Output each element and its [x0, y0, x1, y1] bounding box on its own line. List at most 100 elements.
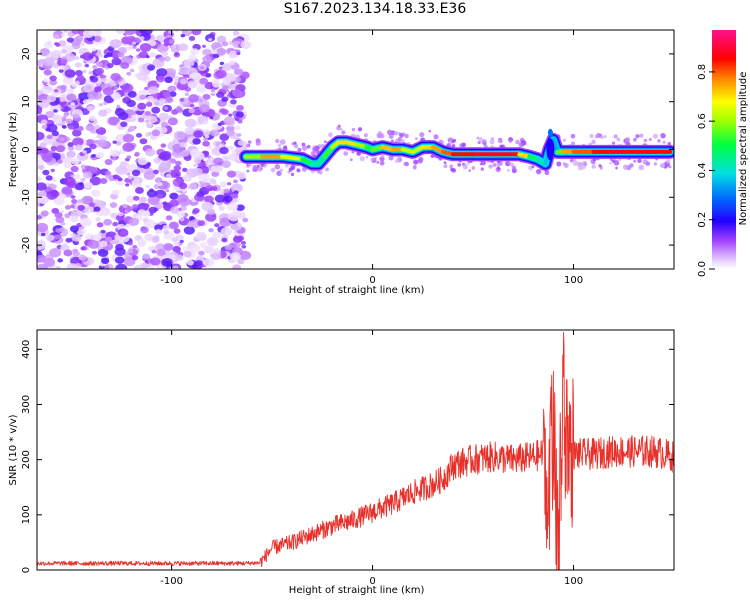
halo-dot: [562, 138, 566, 142]
noise-blob: [75, 69, 83, 76]
noise-blob: [52, 34, 60, 40]
noise-blob: [156, 248, 166, 256]
noise-blob: [64, 53, 76, 62]
noise-blob: [125, 205, 133, 212]
noise-blob: [134, 73, 141, 78]
halo-dot: [591, 139, 596, 145]
noise-blob: [237, 119, 243, 124]
noise-blob: [83, 171, 93, 179]
noise-blob: [183, 58, 195, 67]
noise-blob: [78, 92, 90, 101]
halo-dot: [637, 158, 642, 164]
noise-blob: [140, 226, 149, 234]
noise-blob: [202, 178, 208, 183]
noise-blob: [162, 91, 171, 98]
noise-blob: [127, 90, 137, 98]
noise-blob: [69, 215, 79, 223]
noise-blob: [147, 86, 159, 95]
noise-blob: [39, 142, 47, 148]
noise-blob: [110, 72, 121, 81]
noise-blob: [99, 240, 108, 247]
halo-dot: [668, 165, 672, 169]
noise-blob: [87, 90, 98, 100]
noise-blob: [205, 73, 212, 78]
noise-blob: [73, 173, 81, 180]
halo-dot: [443, 161, 447, 165]
noise-blob: [224, 244, 233, 251]
noise-blob: [77, 204, 86, 211]
y-tick-label: 10: [21, 95, 32, 108]
noise-blob: [65, 237, 72, 243]
halo-dot: [390, 139, 395, 143]
noise-blob: [209, 116, 214, 120]
noise-blob: [205, 34, 216, 42]
noise-blob: [202, 120, 209, 125]
halo-dot: [451, 144, 456, 148]
noise-blob: [60, 58, 68, 65]
noise-blob: [128, 125, 136, 131]
noise-blob: [161, 257, 173, 267]
noise-blob: [232, 89, 243, 98]
halo-dot: [449, 141, 453, 145]
noise-blob: [89, 176, 102, 186]
halo-dot: [274, 164, 281, 170]
noise-blob: [127, 241, 133, 246]
halo-dot: [508, 140, 512, 144]
noise-blob: [131, 178, 141, 185]
noise-blob: [144, 148, 156, 157]
halo-dot: [399, 133, 404, 138]
halo-dot: [397, 136, 402, 142]
noise-blob: [168, 221, 179, 230]
noise-blob: [169, 199, 178, 206]
noise-blob: [50, 168, 55, 173]
noise-blob: [216, 48, 227, 56]
noise-blob: [88, 70, 94, 75]
noise-blob: [92, 65, 98, 69]
noise-blob: [72, 251, 80, 257]
noise-blob: [89, 76, 99, 83]
halo-dot: [357, 127, 363, 132]
noise-blob: [115, 30, 125, 34]
noise-blob: [40, 232, 46, 237]
x-tick-label: -100: [160, 576, 183, 587]
noise-blob: [60, 49, 68, 54]
halo-dot: [666, 159, 671, 164]
halo-dot: [428, 129, 432, 133]
noise-blob: [59, 65, 66, 70]
noise-blob: [156, 193, 164, 199]
noise-blob: [158, 151, 172, 161]
noise-blob: [60, 84, 67, 90]
noise-blob: [113, 86, 119, 90]
noise-blob: [43, 78, 49, 83]
y-tick-label: -10: [21, 189, 32, 205]
noise-blob: [184, 92, 189, 96]
noise-blob: [179, 98, 185, 102]
noise-blob: [158, 56, 166, 62]
halo-dot: [497, 164, 500, 168]
halo-dot: [589, 133, 594, 139]
noise-blob: [45, 110, 55, 119]
noise-blob: [178, 182, 188, 190]
noise-blob: [104, 158, 113, 166]
y-axis-label: SNR (10 * v/v): [8, 414, 19, 485]
halo-dot: [652, 133, 658, 139]
halo-dot: [531, 165, 535, 169]
noise-blob: [231, 192, 239, 199]
noise-blob: [126, 99, 136, 108]
halo-dot: [583, 162, 588, 167]
halo-dot: [624, 137, 631, 143]
noise-blob: [40, 210, 49, 217]
noise-blob: [131, 114, 137, 119]
noise-blob: [122, 203, 128, 208]
noise-blob: [134, 151, 140, 156]
noise-blob: [93, 124, 100, 130]
noise-blob: [221, 237, 228, 243]
noise-blob: [179, 217, 185, 222]
noise-blob: [41, 124, 48, 130]
colorbar-tick-label: 0.6: [697, 113, 708, 129]
noise-blob: [100, 229, 106, 234]
halo-dot: [363, 133, 368, 138]
halo-dot: [297, 147, 302, 152]
noise-blob: [183, 250, 192, 258]
noise-blob: [147, 246, 153, 250]
